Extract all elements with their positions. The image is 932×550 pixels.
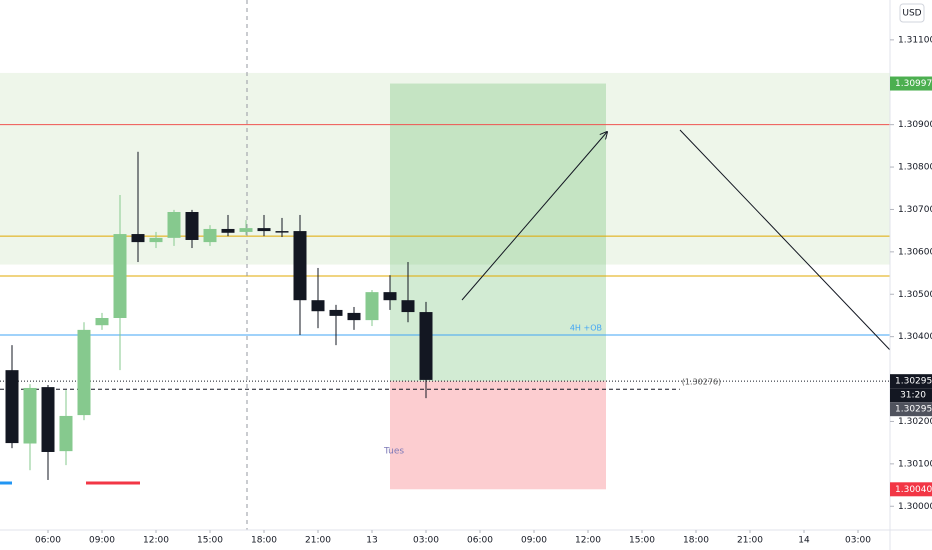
x-tick-label: 15:00 [197,536,223,546]
candle-body [293,231,307,301]
y-tick-label: 1.30000 [898,502,932,512]
countdown: 31:20 [900,391,926,401]
trend-line [679,129,891,351]
x-tick-label: 18:00 [251,536,277,546]
candle-body [419,312,433,380]
currency-button[interactable] [899,3,925,23]
x-tick-label: 15:00 [629,536,655,546]
y-tick-label: 1.30500 [898,290,932,300]
y-tick-label: 1.30800 [898,163,932,173]
countdown-tag [890,388,932,403]
dashed-level-label: (1.30276) [682,378,721,387]
candle-body [149,237,163,243]
x-tick-label: 21:00 [737,536,763,546]
x-tick-label: 09:00 [89,536,115,546]
x-tick-label: 06:00 [35,536,61,546]
x-tick-label: 18:00 [683,536,709,546]
y-tick-label: 1.30400 [898,332,932,342]
price-tag-label: 1.30295 [895,377,932,387]
candle-body [239,228,253,232]
price-tag [890,374,932,389]
y-tick-label: 1.31100 [898,35,932,45]
candle-body [347,312,361,321]
price-tag-label: 1.30997 [895,79,932,89]
candle-body [131,234,145,243]
candle-body [167,212,181,238]
price-tag [890,76,932,91]
candle-body [59,415,73,452]
x-tick-label: 03:00 [413,536,439,546]
candle-body [185,212,199,240]
candle-body [365,292,379,321]
x-tick-label: 03:00 [845,536,871,546]
session-label: Tues [383,447,404,457]
candle-body [383,292,397,301]
x-tick-label: 06:00 [467,536,493,546]
y-tick-label: 1.30200 [898,417,932,427]
candle-body [41,387,55,452]
zone [0,72,890,265]
candle-body [5,370,19,444]
price-tag [890,402,932,417]
x-tick-label: 21:00 [305,536,331,546]
x-tick-label: 12:00 [143,536,169,546]
candle-body [95,318,109,326]
candle-body [113,234,127,318]
currency[interactable]: USD [902,9,921,19]
candle-body [275,231,289,233]
candle-body [203,228,217,243]
y-tick-label: 1.30900 [898,120,932,130]
level-label: 4H +OB [570,323,602,332]
price-tag-label: 1.30295 [895,405,932,415]
stop-area [390,381,606,490]
candle-body [257,228,271,232]
x-tick-label: 09:00 [521,536,547,546]
x-tick-label: 12:00 [575,536,601,546]
candle-body [329,309,343,316]
candle-body [77,329,91,416]
candle-body [401,300,415,313]
candle-body [221,228,235,233]
price-tag [890,482,932,497]
arrow-line [461,132,607,301]
y-tick-label: 1.30700 [898,205,932,215]
x-tick-label: 14 [798,536,810,546]
y-tick-label: 1.30100 [898,459,932,469]
y-tick-label: 1.30600 [898,247,932,257]
candle-body [311,300,325,312]
price-tag-label: 1.30040 [895,485,932,495]
x-tick-label: 13 [366,536,377,546]
candle-body [23,387,37,444]
